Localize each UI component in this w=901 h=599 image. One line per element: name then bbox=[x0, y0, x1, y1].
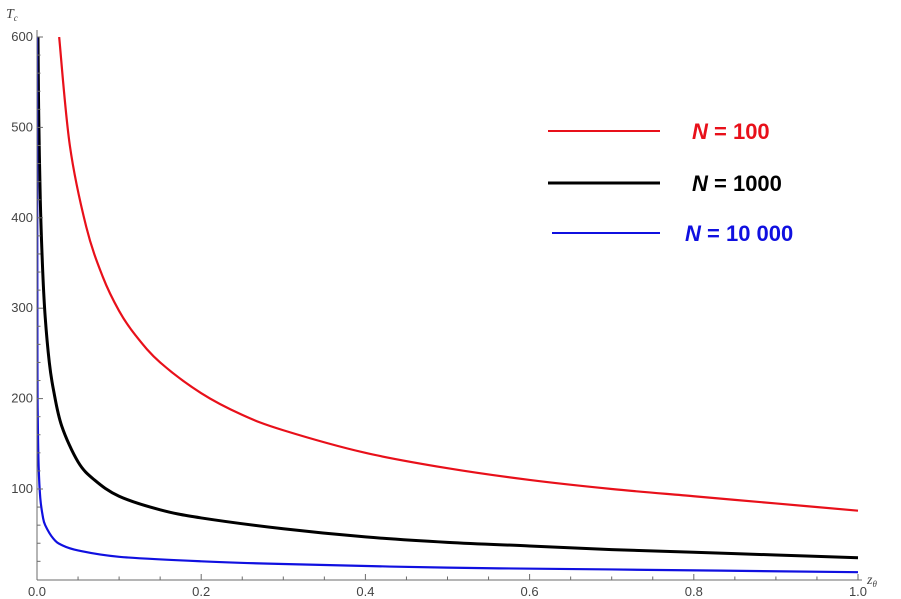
legend-item-n1000: N = 1000 bbox=[548, 171, 782, 196]
y-tick-label: 500 bbox=[11, 119, 33, 134]
x-tick-label: 0.0 bbox=[28, 584, 46, 599]
series-line-n100 bbox=[58, 37, 859, 512]
legend-label: N = 10 000 bbox=[685, 221, 793, 246]
series-line-n1000 bbox=[37, 37, 859, 560]
y-tick-label: 600 bbox=[11, 29, 33, 44]
y-tick-label: 100 bbox=[11, 481, 33, 496]
axes: 0.0 0.2 0.4 0.6 0.8 1.0 100 200 300 400 500 600 Tc zθ bbox=[6, 7, 877, 599]
x-axis-label-sub: θ bbox=[872, 579, 877, 589]
y-axis-label-sub: c bbox=[14, 13, 18, 23]
legend: N = 100 N = 1000 N = 10 000 bbox=[548, 119, 793, 246]
plot-area bbox=[37, 37, 859, 574]
legend-label: N = 100 bbox=[692, 119, 770, 144]
y-tick-label: 400 bbox=[11, 210, 33, 225]
x-tick-label: 0.4 bbox=[356, 584, 374, 599]
x-tick-label: 0.2 bbox=[192, 584, 210, 599]
x-tick-label: 1.0 bbox=[849, 584, 867, 599]
x-axis-label: zθ bbox=[866, 573, 877, 589]
series-line-n10000 bbox=[37, 37, 859, 574]
legend-label: N = 1000 bbox=[692, 171, 782, 196]
legend-item-n100: N = 100 bbox=[548, 119, 770, 144]
x-tick-label: 0.8 bbox=[685, 584, 703, 599]
x-tick-label: 0.6 bbox=[521, 584, 539, 599]
y-tick-label: 300 bbox=[11, 300, 33, 315]
y-tick-label: 200 bbox=[11, 391, 33, 406]
legend-item-n10000: N = 10 000 bbox=[552, 221, 793, 246]
y-axis-label: Tc bbox=[6, 7, 18, 23]
